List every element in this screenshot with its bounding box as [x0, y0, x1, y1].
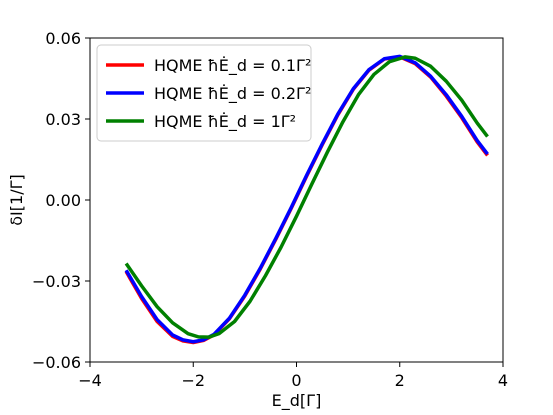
x-axis-label: E_d[Γ] — [272, 391, 322, 411]
x-tick-label: −2 — [181, 371, 205, 390]
legend-label: HQME ħĖ_d = 0.2Γ² — [154, 84, 311, 104]
legend: HQME ħĖ_d = 0.1Γ² HQME ħĖ_d = 0.2Γ² HQME ħ… — [96, 44, 312, 142]
x-tick-label: 0 — [291, 371, 301, 390]
y-tick-label: 0.06 — [45, 29, 81, 48]
x-tick-label: 4 — [498, 371, 508, 390]
series-line-3 — [124, 55, 489, 339]
legend-label: HQME ħĖ_d = 1Γ² — [154, 112, 296, 132]
y-tick-label: −0.03 — [32, 272, 81, 291]
x-tick-label: −4 — [78, 371, 102, 390]
y-tick-label: 0.03 — [45, 110, 81, 129]
legend-box — [96, 44, 312, 142]
x-tick-label: 2 — [395, 371, 405, 390]
axes: −4 −2 0 2 4 −0.06 −0.03 0.00 0.03 0.06 — [32, 29, 508, 390]
plot-area — [124, 54, 489, 345]
y-tick-label: 0.00 — [45, 191, 81, 210]
y-axis-label: δI[1/Γ] — [7, 174, 26, 225]
legend-label: HQME ħĖ_d = 0.1Γ² — [154, 56, 311, 76]
series-line-2 — [124, 54, 489, 344]
y-tick-label: −0.06 — [32, 353, 81, 372]
